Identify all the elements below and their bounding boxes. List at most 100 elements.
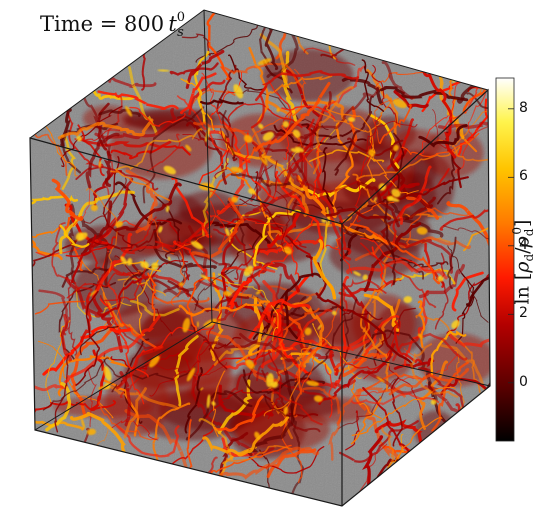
density-filament — [415, 314, 481, 393]
density-filament — [389, 176, 469, 201]
density-filament — [350, 223, 441, 285]
density-filament — [222, 310, 281, 370]
density-filament — [280, 226, 300, 281]
density-peak — [158, 226, 163, 233]
density-filament — [114, 255, 173, 337]
colorbar-label-sub: d — [522, 253, 537, 262]
density-peak — [430, 399, 437, 405]
density-filament — [262, 280, 278, 359]
density-peak — [353, 271, 361, 277]
density-filament — [98, 108, 141, 117]
density-filament — [342, 278, 387, 312]
density-filament — [101, 238, 132, 332]
density-filament — [312, 239, 337, 300]
density-filament — [124, 409, 188, 470]
density-filament — [173, 335, 199, 407]
density-peak — [163, 165, 176, 175]
density-filament — [398, 165, 432, 225]
density-filament — [230, 172, 291, 187]
density-filament — [462, 63, 490, 114]
density-filament — [439, 184, 490, 231]
density-filament — [184, 366, 203, 434]
density-filament — [209, 146, 256, 198]
density-peak — [230, 166, 244, 173]
density-filament — [252, 146, 310, 228]
density-peak — [243, 265, 254, 277]
density-peak — [444, 431, 451, 438]
density-filament — [228, 277, 253, 311]
density-filament — [80, 200, 113, 256]
density-filament — [303, 47, 356, 66]
density-filament — [79, 325, 119, 356]
colorbar-tick-label: 6 — [519, 168, 528, 185]
density-filament — [371, 64, 398, 125]
colorbar-label-sup2: 0 — [509, 226, 524, 235]
density-filament — [60, 105, 123, 168]
density-filament — [447, 236, 457, 290]
density-peak — [231, 196, 238, 203]
density-peak — [98, 160, 102, 169]
density-peak — [416, 226, 428, 235]
density-filament — [254, 70, 360, 102]
density-filament — [130, 299, 180, 317]
density-filament — [115, 345, 164, 390]
density-filament — [300, 118, 315, 163]
density-peak — [76, 135, 83, 142]
density-filament — [91, 177, 134, 248]
density-filament — [262, 148, 314, 213]
density-filament — [368, 113, 402, 174]
density-peak — [211, 401, 216, 406]
density-filament — [38, 289, 71, 336]
density-filament — [350, 392, 440, 406]
density-peak — [248, 188, 256, 195]
density-filament — [248, 297, 264, 356]
density-peak — [165, 205, 170, 213]
density-filament — [434, 252, 449, 330]
density-peak — [331, 310, 337, 316]
density-filament — [379, 104, 412, 144]
colorbar-tick-label: 0 — [519, 373, 528, 390]
density-filament — [186, 276, 229, 333]
density-filament — [348, 443, 388, 506]
density-peak — [368, 149, 376, 157]
density-filament — [381, 60, 414, 100]
density-peak — [259, 156, 268, 166]
density-filament — [377, 350, 424, 416]
density-filament — [418, 124, 468, 148]
density-filament — [305, 254, 327, 299]
density-peak — [262, 131, 274, 141]
density-filament — [213, 395, 264, 432]
density-filament — [346, 259, 448, 280]
density-filament — [208, 176, 286, 226]
density-filament — [366, 120, 418, 151]
density-filament — [85, 132, 120, 189]
density-filament — [443, 225, 490, 253]
density-filament — [176, 352, 198, 396]
density-filament — [456, 80, 490, 104]
density-filament — [147, 272, 157, 322]
density-filament — [129, 106, 186, 127]
density-filament — [42, 357, 110, 411]
density-filament — [255, 10, 309, 55]
density-filament — [360, 114, 383, 172]
density-filament — [207, 221, 271, 245]
density-peak — [243, 134, 253, 143]
density-filament — [178, 300, 270, 317]
density-filament — [379, 148, 408, 197]
density-filament — [338, 308, 350, 380]
density-filament — [363, 319, 401, 380]
density-filament — [110, 144, 191, 160]
density-filament — [227, 102, 303, 129]
density-filament — [86, 187, 119, 273]
density-filament — [389, 144, 434, 209]
density-filament — [341, 352, 394, 378]
density-peak — [417, 333, 423, 339]
density-filament — [123, 387, 147, 439]
density-filament — [152, 228, 217, 270]
density-peak — [257, 58, 272, 66]
density-filament — [149, 341, 212, 397]
density-filament — [110, 352, 180, 371]
density-peak — [78, 232, 88, 241]
density-peak — [374, 197, 377, 202]
density-filament — [315, 292, 413, 367]
